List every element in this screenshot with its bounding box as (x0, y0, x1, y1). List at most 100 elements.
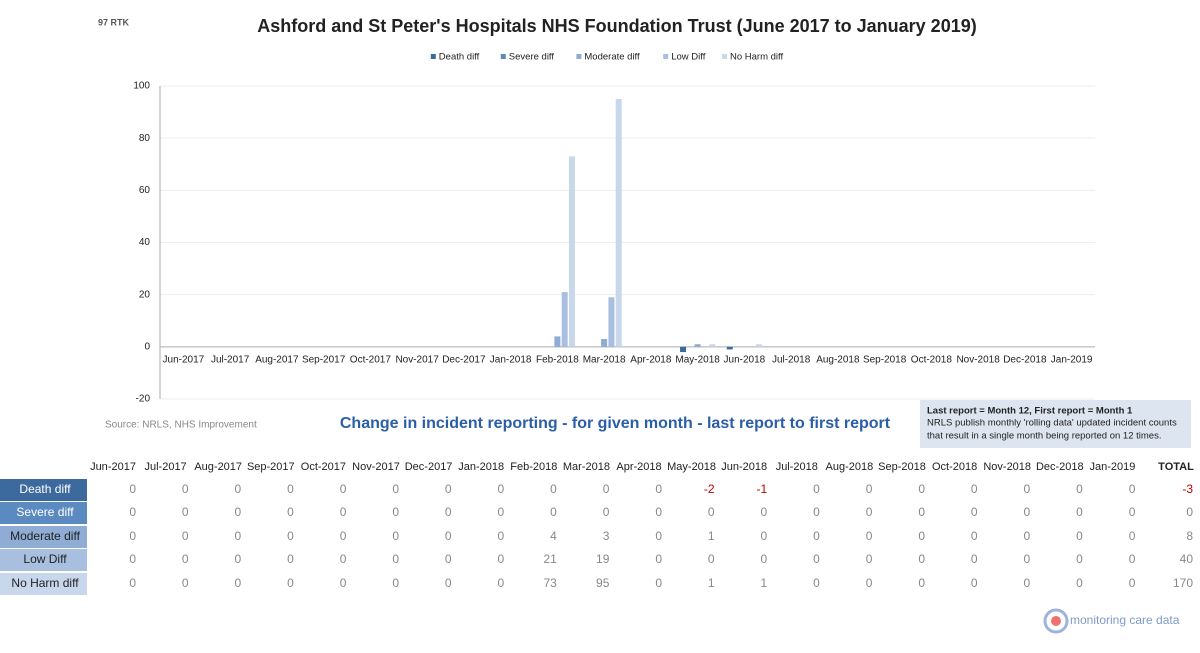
table-cell: 0 (445, 576, 452, 590)
table-cell: 0 (235, 576, 242, 590)
table-cell: 0 (971, 505, 978, 519)
x-tick-label: Dec-2018 (1003, 355, 1047, 366)
row-label-bg (0, 479, 87, 501)
bar (680, 346, 687, 353)
row-label-bg (0, 549, 87, 571)
table-cell: 0 (498, 576, 505, 590)
table-cell: 0 (340, 576, 347, 590)
table-header: Feb-2018 (510, 461, 557, 473)
table-header: Jan-2019 (1089, 461, 1135, 473)
legend-swatch (722, 54, 727, 59)
table-header: Oct-2017 (301, 461, 346, 473)
table-header: Dec-2018 (1036, 461, 1084, 473)
table-cell: 0 (655, 529, 662, 543)
table-cell: 0 (498, 482, 505, 496)
table-cell: 3 (603, 529, 610, 543)
table-cell: 0 (182, 576, 189, 590)
table-header: Apr-2018 (616, 461, 661, 473)
table-cell: 0 (392, 576, 399, 590)
x-tick-label: Jul-2017 (211, 355, 250, 366)
note-line: NRLS publish monthly 'rolling data' upda… (927, 418, 1177, 429)
y-tick-label: 0 (144, 341, 150, 352)
table-header: Jul-2017 (144, 461, 186, 473)
table-cell: 0 (129, 482, 136, 496)
x-tick-label: Nov-2018 (956, 355, 1000, 366)
table-cell: 0 (235, 482, 242, 496)
table-header: Sep-2017 (247, 461, 295, 473)
table-cell: 0 (655, 576, 662, 590)
table-cell: 0 (1129, 552, 1136, 566)
table-cell: 0 (287, 552, 294, 566)
chart-title: Ashford and St Peter's Hospitals NHS Fou… (257, 16, 976, 36)
logo-dot (1051, 616, 1061, 626)
table-cell: 0 (287, 529, 294, 543)
y-tick-label: 100 (133, 81, 150, 92)
table-cell: 0 (866, 482, 873, 496)
table-cell: 0 (129, 529, 136, 543)
table-cell: 0 (392, 482, 399, 496)
table-header: Aug-2017 (194, 461, 242, 473)
row-label: Severe diff (16, 505, 74, 519)
table-cell: 0 (866, 576, 873, 590)
table-cell: 4 (550, 529, 557, 543)
table-cell: 0 (235, 552, 242, 566)
bar (568, 156, 575, 347)
x-tick-label: Jul-2018 (772, 355, 811, 366)
x-tick-label: Apr-2018 (630, 355, 672, 366)
table-total: 8 (1186, 529, 1193, 543)
table-cell: 0 (866, 529, 873, 543)
table-cell: 0 (340, 505, 347, 519)
source: Source: NRLS, NHS Improvement (105, 420, 257, 431)
note-line: that result in a single month being repo… (927, 431, 1161, 442)
x-tick-label: Nov-2017 (395, 355, 439, 366)
table-cell: 0 (971, 529, 978, 543)
brand: monitoring care data (1070, 613, 1180, 627)
table-cell: 0 (708, 552, 715, 566)
table-cell: 0 (1076, 576, 1083, 590)
row-label: Death diff (19, 482, 71, 496)
legend-swatch (430, 54, 436, 59)
table-cell: 0 (129, 576, 136, 590)
table-cell: 0 (813, 552, 820, 566)
table-header: Jun-2018 (721, 461, 767, 473)
table-cell: 1 (708, 529, 715, 543)
table-cell: 0 (866, 552, 873, 566)
table-cell: 0 (340, 482, 347, 496)
row-label: Low Diff (23, 552, 67, 566)
table-cell: 21 (543, 552, 557, 566)
table-cell: 0 (655, 552, 662, 566)
bar (726, 346, 733, 350)
legend-label: Severe diff (509, 52, 555, 63)
bar (561, 292, 568, 347)
table-cell: 0 (1129, 529, 1136, 543)
table-cell: 0 (445, 552, 452, 566)
x-tick-label: Jan-2018 (490, 355, 532, 366)
table-cell: 0 (1076, 482, 1083, 496)
table-cell: 0 (918, 505, 925, 519)
row-label-bg (0, 573, 87, 595)
bar (694, 344, 701, 347)
code: 97 RTK (98, 17, 130, 27)
table-cell: 0 (1024, 482, 1031, 496)
table-cell: 0 (866, 505, 873, 519)
legend-label: Low Diff (671, 52, 706, 63)
table-cell: 0 (182, 529, 189, 543)
x-tick-label: Jan-2019 (1051, 355, 1093, 366)
table-header: Jan-2018 (458, 461, 504, 473)
table-header: Nov-2018 (983, 461, 1031, 473)
table-cell: 19 (596, 552, 610, 566)
table-cell: 0 (813, 576, 820, 590)
table-cell: 0 (918, 529, 925, 543)
table-cell: 0 (498, 529, 505, 543)
table-total: 170 (1173, 576, 1193, 590)
x-tick-label: Aug-2018 (816, 355, 860, 366)
table-cell: 0 (813, 505, 820, 519)
x-tick-label: Jun-2017 (163, 355, 205, 366)
row-label: No Harm diff (11, 576, 79, 590)
table-header: Mar-2018 (563, 461, 610, 473)
x-tick-label: Oct-2018 (911, 355, 953, 366)
x-tick-label: Feb-2018 (536, 355, 579, 366)
table-cell: 0 (971, 482, 978, 496)
row-label: Moderate diff (10, 529, 80, 543)
table-header: May-2018 (667, 461, 716, 473)
